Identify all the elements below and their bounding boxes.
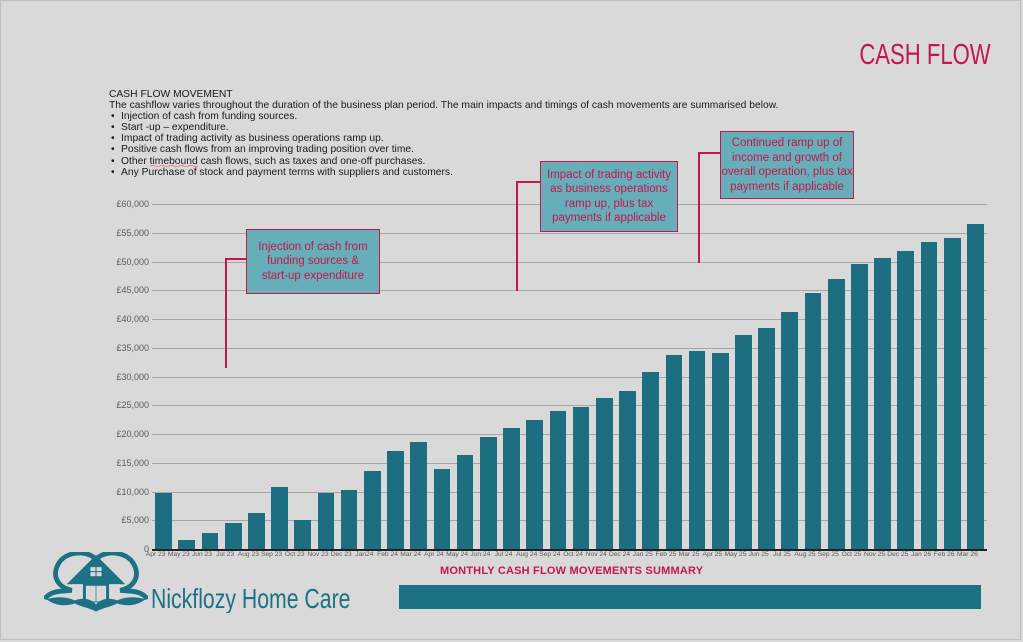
svg-text:Nickflozy Home Care: Nickflozy Home Care <box>151 584 350 613</box>
svg-text:CASH FLOW: CASH FLOW <box>859 39 991 70</box>
